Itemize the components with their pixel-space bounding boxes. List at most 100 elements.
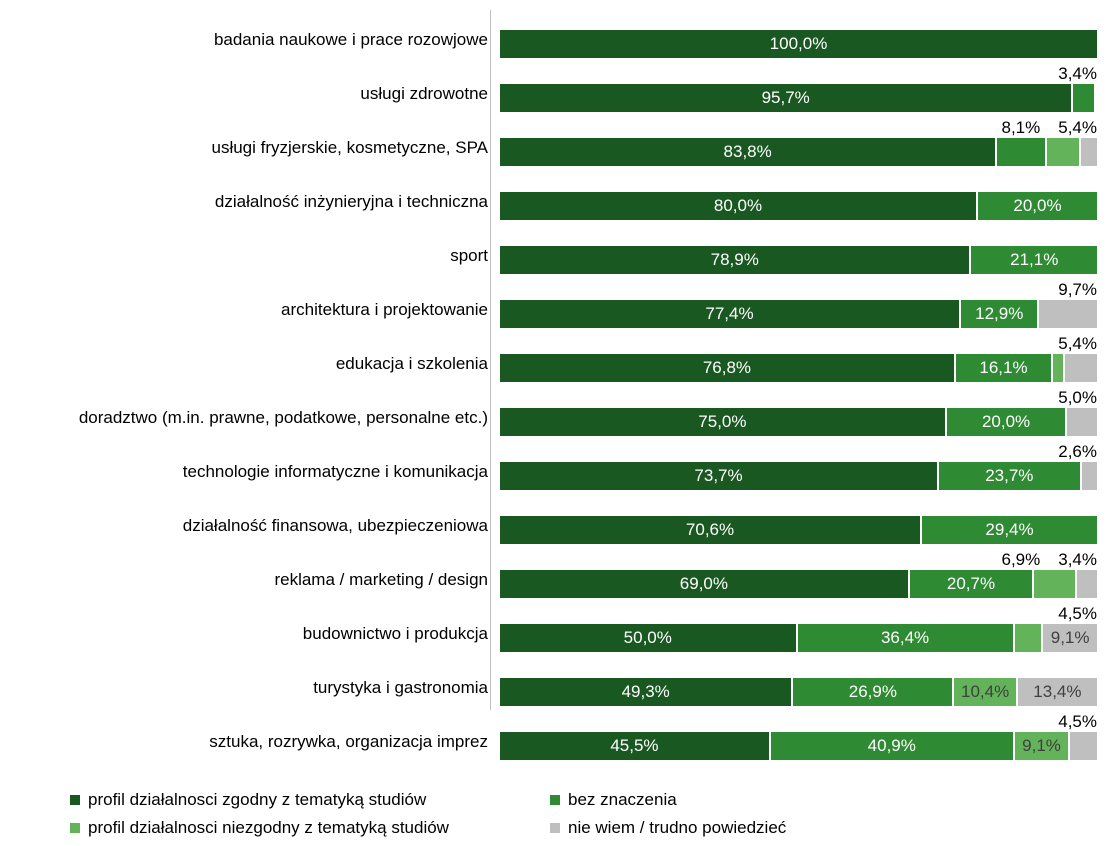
bar-segment bbox=[995, 138, 1045, 166]
bar-zone: 8,1%5,4% 83,8% bbox=[500, 118, 1097, 166]
segment-value: 50,0% bbox=[624, 628, 672, 648]
segment-value: 45,5% bbox=[610, 736, 658, 756]
segment-value: 23,7% bbox=[985, 466, 1033, 486]
bar-segment bbox=[1032, 570, 1075, 598]
above-labels bbox=[500, 10, 1097, 30]
category-label-cell: usługi zdrowotne bbox=[10, 84, 500, 112]
chart-row: architektura i projektowanie 9,7% 77,4% 12,… bbox=[10, 280, 1097, 328]
category-label: sport bbox=[450, 246, 488, 265]
segment-value: 76,8% bbox=[703, 358, 751, 378]
bar-segment: 20,7% bbox=[908, 570, 1032, 598]
above-value: 3,4% bbox=[1058, 550, 1097, 570]
chart-row: sport 78,9% 21,1% bbox=[10, 226, 1097, 274]
bar-segment: 36,4% bbox=[796, 624, 1013, 652]
bar-segment: 10,4% bbox=[952, 678, 1015, 706]
bar-segment bbox=[1063, 354, 1097, 382]
bar-zone: 70,6%29,4% bbox=[500, 496, 1097, 544]
stacked-bar: 95,7% bbox=[500, 84, 1097, 112]
stacked-bar: 50,0% 36,4% 9,1% bbox=[500, 624, 1097, 652]
above-value: 2,6% bbox=[1058, 442, 1097, 462]
above-labels: 3,4% bbox=[500, 64, 1097, 84]
chart-row: reklama / marketing / design6,9%3,4%69,0… bbox=[10, 550, 1097, 598]
chart-row: badania naukowe i prace rozowjowe 100,0% bbox=[10, 10, 1097, 58]
bar-zone: 100,0% bbox=[500, 10, 1097, 58]
segment-value: 77,4% bbox=[705, 304, 753, 324]
segment-value: 100,0% bbox=[770, 34, 828, 54]
above-labels bbox=[500, 496, 1097, 516]
segment-value: 78,9% bbox=[711, 250, 759, 270]
bar-segment: 16,1% bbox=[954, 354, 1051, 382]
category-label: edukacja i szkolenia bbox=[336, 354, 488, 373]
above-right-group: 5,0% bbox=[1058, 388, 1097, 408]
segment-value: 95,7% bbox=[762, 88, 810, 108]
segment-value: 75,0% bbox=[698, 412, 746, 432]
segment-value: 21,1% bbox=[1010, 250, 1058, 270]
bar-zone: 49,3%26,9%10,4%13,4% bbox=[500, 658, 1097, 706]
above-labels: 5,0% bbox=[500, 388, 1097, 408]
bar-segment bbox=[1037, 300, 1097, 328]
category-label: usługi fryzjerskie, kosmetyczne, SPA bbox=[212, 138, 489, 157]
chart-row: edukacja i szkolenia5,4%76,8%16,1% bbox=[10, 334, 1097, 382]
segment-value: 20,0% bbox=[982, 412, 1030, 432]
chart-legend: profil działalnosci zgodny z tematyką st… bbox=[70, 790, 1097, 846]
above-value: 6,9% bbox=[1002, 550, 1041, 570]
stacked-bar: 77,4% 12,9% bbox=[500, 300, 1097, 328]
legend-swatch bbox=[550, 795, 560, 805]
bar-segment: 75,0% bbox=[500, 408, 945, 436]
bar-segment: 12,9% bbox=[959, 300, 1037, 328]
bar-segment: 9,1% bbox=[1013, 732, 1069, 760]
bar-zone: 6,9% 3,4% 69,0% 20,7% bbox=[500, 550, 1097, 598]
above-value: 5,0% bbox=[1058, 388, 1097, 408]
category-label-cell: turystyka i gastronomia bbox=[10, 678, 500, 706]
bar-zone: 5,0% 75,0% 20,0% bbox=[500, 388, 1097, 436]
segment-value: 26,9% bbox=[849, 682, 897, 702]
bar-zone: 5,4%76,8%16,1% bbox=[500, 334, 1097, 382]
category-label-cell: budownictwo i produkcja bbox=[10, 624, 500, 652]
bar-segment bbox=[1013, 624, 1042, 652]
chart-row: działalność finansowa, ubezpieczeniowa 70… bbox=[10, 496, 1097, 544]
bar-segment: 20,0% bbox=[976, 192, 1097, 220]
bar-zone: 80,0%20,0% bbox=[500, 172, 1097, 220]
category-label: turystyka i gastronomia bbox=[313, 678, 488, 697]
segment-value: 9,1% bbox=[1051, 628, 1090, 648]
segment-value: 73,7% bbox=[694, 466, 742, 486]
bar-segment bbox=[1068, 732, 1097, 760]
bar-segment: 20,0% bbox=[945, 408, 1066, 436]
stacked-bar: 73,7% 23,7% bbox=[500, 462, 1097, 490]
legend-item: profil działalnosci niezgodny z tematyką… bbox=[70, 818, 550, 838]
category-label-cell: usługi fryzjerskie, kosmetyczne, SPA bbox=[10, 138, 500, 166]
stacked-bar: 69,0% 20,7% bbox=[500, 570, 1097, 598]
category-label: architektura i projektowanie bbox=[281, 300, 488, 319]
legend-label: bez znaczenia bbox=[568, 790, 677, 810]
bar-segment: 100,0% bbox=[500, 30, 1097, 58]
above-labels: 4,5% bbox=[500, 712, 1097, 732]
bar-segment: 29,4% bbox=[920, 516, 1097, 544]
chart-row: doradztwo (m.in. prawne, podatkowe, pers… bbox=[10, 388, 1097, 436]
bar-segment: 9,1% bbox=[1041, 624, 1097, 652]
chart-row: turystyka i gastronomia49,3%26,9%10,4%13… bbox=[10, 658, 1097, 706]
above-value: 9,7% bbox=[1058, 280, 1097, 300]
above-labels bbox=[500, 658, 1097, 678]
chart-row: budownictwo i produkcja 4,5% 50,0% 36,4% 9,1… bbox=[10, 604, 1097, 652]
stacked-bar: 100,0% bbox=[500, 30, 1097, 58]
category-label-cell: reklama / marketing / design bbox=[10, 570, 500, 598]
category-label: badania naukowe i prace rozowjowe bbox=[214, 30, 488, 49]
above-labels: 8,1%5,4% bbox=[500, 118, 1097, 138]
legend-label: nie wiem / trudno powiedzieć bbox=[568, 818, 786, 838]
above-labels: 4,5% bbox=[500, 604, 1097, 624]
category-label: działalność inżynieryjna i techniczna bbox=[215, 192, 488, 211]
above-right-group: 9,7% bbox=[1058, 280, 1097, 300]
bar-segment bbox=[1051, 354, 1063, 382]
legend-label: profil działalnosci niezgodny z tematyką… bbox=[88, 818, 449, 838]
category-label: budownictwo i produkcja bbox=[303, 624, 488, 643]
segment-value: 83,8% bbox=[724, 142, 772, 162]
bar-segment: 50,0% bbox=[500, 624, 796, 652]
bar-segment: 69,0% bbox=[500, 570, 908, 598]
category-label: działalność finansowa, ubezpieczeniowa bbox=[183, 516, 488, 535]
bar-segment: 83,8% bbox=[500, 138, 995, 166]
chart-rows: badania naukowe i prace rozowjowe 100,0% u… bbox=[10, 10, 1097, 766]
category-label-cell: edukacja i szkolenia bbox=[10, 354, 500, 382]
segment-value: 20,7% bbox=[947, 574, 995, 594]
category-label: technologie informatyczne i komunikacja bbox=[183, 462, 488, 481]
bar-segment: 23,7% bbox=[937, 462, 1080, 490]
